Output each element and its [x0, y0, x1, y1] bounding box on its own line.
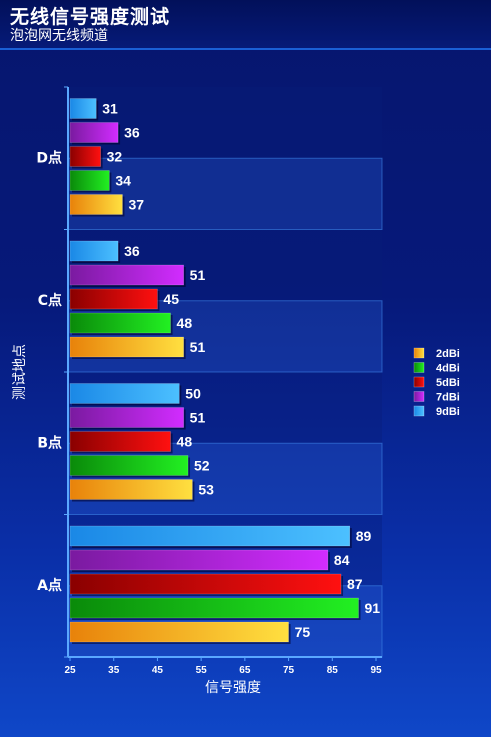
header-bar: 无线信号强度测试 泡泡网无线频道 [0, 0, 491, 50]
bar-value-label: 84 [334, 552, 350, 568]
bar-value-label: 48 [177, 434, 193, 450]
bar-2dBi-3 [69, 194, 123, 215]
bar-7dBi-1 [69, 407, 184, 428]
plot-band-lower [67, 300, 383, 373]
bar-value-label: 53 [198, 482, 214, 498]
legend-label-9dBi: 9dBi [436, 406, 460, 418]
bar-2dBi-2 [69, 336, 184, 358]
legend-label-5dBi: 5dBi [436, 377, 460, 389]
bar-5dBi-0 [69, 573, 342, 595]
bar-9dBi-2 [69, 240, 119, 262]
bar-value-label: 51 [190, 267, 206, 283]
bar-4dBi-3 [69, 170, 110, 191]
bar-2dBi-0 [69, 621, 289, 643]
legend-label-7dBi: 7dBi [436, 392, 460, 404]
bar-value-label: 87 [347, 576, 363, 592]
bar-9dBi-1 [69, 383, 180, 404]
bar-value-label: 52 [194, 458, 210, 474]
plot-band-lower [67, 442, 383, 515]
bar-5dBi-3 [69, 146, 101, 167]
bar-value-label: 37 [128, 197, 144, 213]
chart-subtitle: 泡泡网无线频道 [10, 28, 108, 44]
bar-value-label: 45 [163, 291, 179, 307]
bar-value-label: 51 [190, 339, 206, 355]
bar-value-label: 51 [190, 410, 206, 426]
y-axis-title: 测试地点 [12, 344, 28, 400]
category-label: B点 [37, 434, 62, 451]
legend-label-4dBi: 4dBi [436, 363, 460, 375]
bar-9dBi-0 [69, 525, 351, 547]
bar-7dBi-0 [69, 549, 329, 571]
x-tick-label: 75 [283, 665, 295, 676]
bar-value-label: 89 [356, 528, 372, 544]
bar-value-label: 48 [177, 315, 193, 331]
category-label: C点 [38, 292, 62, 309]
legend-swatch-4dBi [413, 362, 425, 373]
x-tick-label: 55 [196, 665, 208, 676]
bar-4dBi-0 [69, 597, 359, 619]
bar-5dBi-1 [69, 431, 171, 452]
bar-7dBi-2 [69, 264, 184, 286]
x-tick-label: 45 [152, 665, 164, 676]
plot-band-lower [67, 157, 383, 230]
x-tick-label: 85 [327, 665, 339, 676]
bar-value-label: 31 [102, 101, 118, 117]
plot-band-upper [68, 87, 382, 159]
bar-value-label: 34 [115, 173, 131, 189]
category-label: D点 [36, 149, 62, 166]
bar-value-label: 50 [185, 386, 201, 402]
bar-2dBi-1 [69, 479, 193, 500]
bar-5dBi-2 [69, 288, 158, 310]
bar-value-label: 75 [295, 624, 311, 640]
legend-swatch-2dBi [413, 347, 425, 359]
bar-value-label: 32 [107, 149, 123, 165]
x-tick-label: 25 [64, 665, 76, 676]
legend-swatch-5dBi [413, 376, 425, 388]
category-label: A点 [37, 577, 62, 594]
bar-9dBi-3 [69, 98, 97, 119]
legend-swatch-9dBi [413, 405, 425, 417]
x-tick-label: 35 [108, 665, 120, 676]
bar-4dBi-2 [69, 312, 171, 334]
plot-band-lower [67, 585, 383, 658]
x-tick-label: 95 [370, 665, 382, 676]
x-tick-label: 65 [239, 665, 251, 676]
bar-value-label: 91 [365, 600, 381, 616]
x-axis-title: 信号强度 [205, 680, 261, 696]
chart-title: 无线信号强度测试 [10, 6, 171, 28]
legend-swatch-7dBi [413, 391, 425, 402]
bar-value-label: 36 [124, 125, 140, 141]
bar-4dBi-1 [69, 455, 189, 476]
bar-value-label: 36 [124, 243, 140, 259]
bar-7dBi-3 [69, 122, 119, 143]
legend-label-2dBi: 2dBi [436, 348, 460, 360]
